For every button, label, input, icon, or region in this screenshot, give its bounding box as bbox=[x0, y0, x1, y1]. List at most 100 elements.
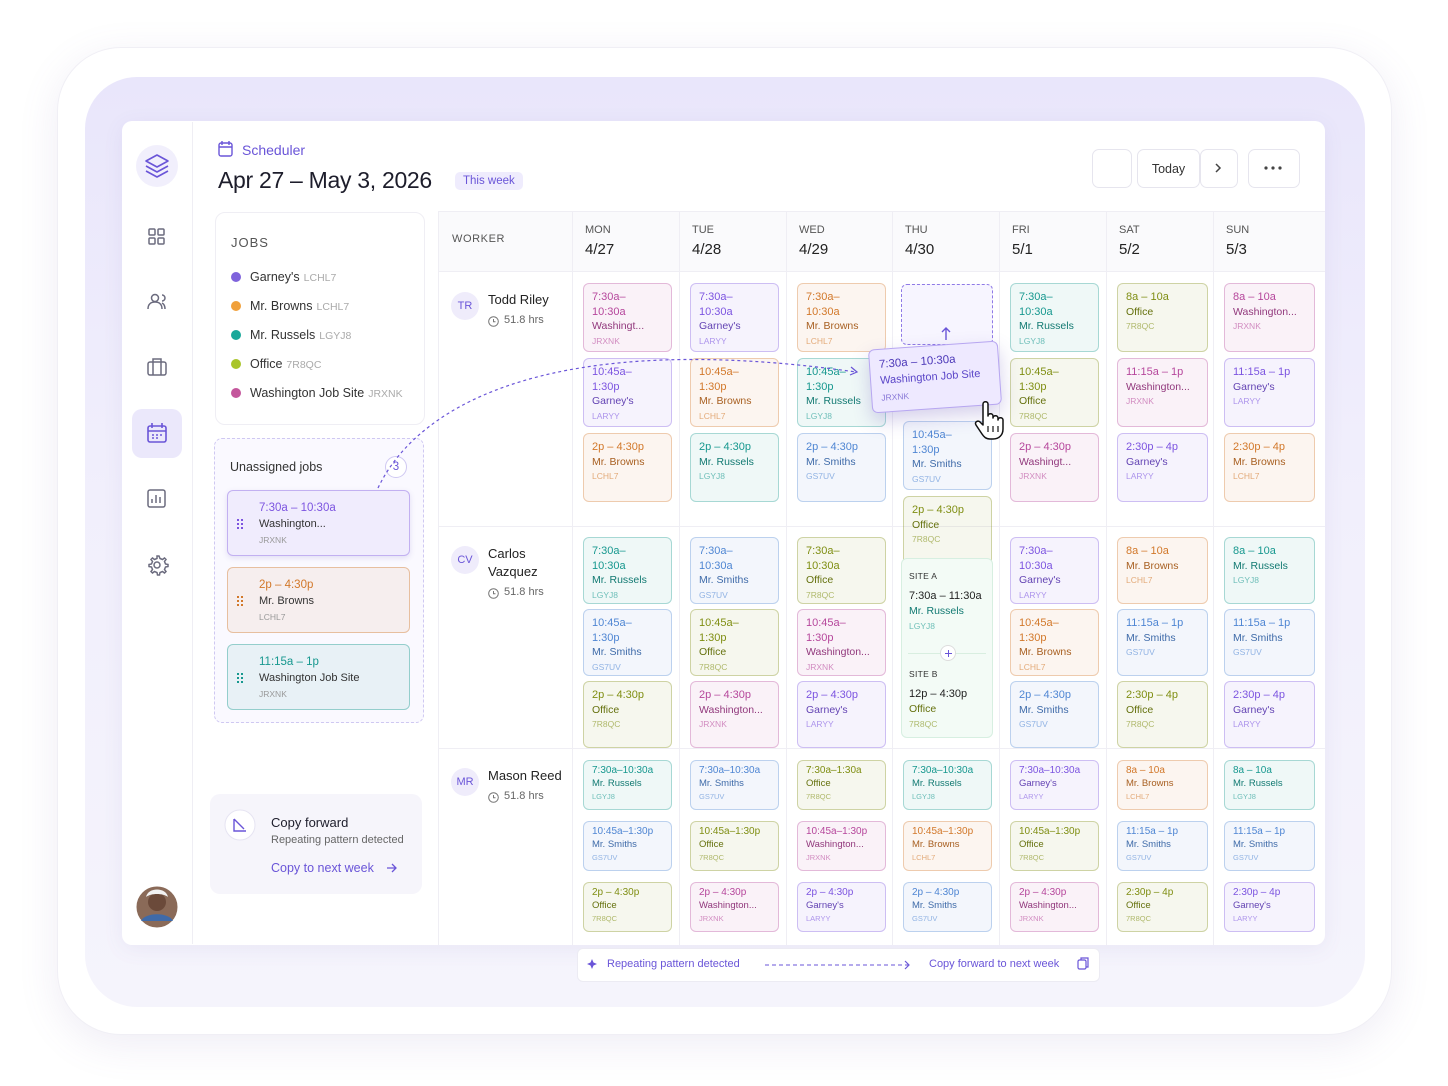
job-card[interactable]: 11:15a – 1p Washington... JRXNK bbox=[1117, 358, 1208, 427]
job-card[interactable]: 2p – 4:30p Garney's LARYY bbox=[797, 681, 886, 748]
job-card[interactable]: 7:30a–1:30a Office 7R8QC bbox=[797, 760, 886, 810]
day-date: 5/3 bbox=[1226, 241, 1247, 258]
add-site[interactable] bbox=[940, 645, 956, 661]
copy-forward-link[interactable]: Copy to next week bbox=[271, 861, 374, 875]
handle-dot bbox=[241, 673, 243, 675]
job-card[interactable]: 10:45a–1:30p Office 7R8QC bbox=[690, 821, 779, 871]
drag-path bbox=[377, 358, 857, 489]
job-card[interactable]: 8a – 10a Mr. Russels LGYJ8 bbox=[1224, 760, 1315, 810]
job-card[interactable]: 7:30a–10:30a Mr. Russels LGYJ8 bbox=[583, 760, 672, 810]
job-card[interactable]: 11:15a – 1p Garney's LARYY bbox=[1224, 358, 1315, 427]
job-card[interactable]: 8a – 10a Mr. Russels LGYJ8 bbox=[1224, 537, 1315, 604]
nav-icons[interactable] bbox=[147, 228, 169, 576]
job-card[interactable]: 7:30a–10:30a Garney's LARYY bbox=[1010, 537, 1099, 604]
card-time: 8a – 10a bbox=[1126, 545, 1169, 557]
job-card[interactable]: 11:15a – 1p Mr. Smiths GS7UV bbox=[1117, 821, 1208, 871]
prev-button[interactable] bbox=[1092, 149, 1132, 188]
job-card[interactable]: 8a – 10a Mr. Browns LCHL7 bbox=[1117, 760, 1208, 810]
job-card[interactable]: 10:45a–1:30p Mr. Smiths GS7UV bbox=[583, 609, 672, 676]
job-card[interactable]: 10:45a–1:30p Washington... JRXNK bbox=[797, 821, 886, 871]
job-card[interactable]: 2p – 4:30p Mr. Russels LGYJ8 bbox=[690, 433, 779, 502]
job-card[interactable]: 7:30a–10:30a Washingt... JRXNK bbox=[583, 283, 672, 352]
job-card[interactable]: 10:45a–1:30p Mr. Browns LCHL7 bbox=[1010, 609, 1099, 676]
unassigned-card[interactable]: 11:15a – 1p Washington Job Site JRXNK bbox=[227, 644, 410, 710]
unassigned-card[interactable]: 7:30a – 10:30a Washington... JRXNK bbox=[227, 490, 410, 556]
job-card[interactable]: 7:30a–10:30a Mr. Russels LGYJ8 bbox=[583, 537, 672, 604]
job-card[interactable]: 11:15a – 1p Mr. Smiths GS7UV bbox=[1224, 609, 1315, 676]
day-name: FRI bbox=[1012, 224, 1030, 236]
job-card[interactable]: 2:30p – 4p Mr. Browns LCHL7 bbox=[1224, 433, 1315, 502]
job-card[interactable]: 2p – 4:30p Washington... JRXNK bbox=[1010, 882, 1099, 932]
job-card[interactable]: 2p – 4:30p Mr. Smiths GS7UV bbox=[903, 882, 992, 932]
job-card[interactable]: 10:45a–1:30p Mr. Smiths GS7UV bbox=[903, 421, 992, 490]
card-name: Washington... bbox=[699, 900, 757, 911]
job-card[interactable]: 7:30a–10:30a Garney's LARYY bbox=[690, 283, 779, 352]
job-card[interactable]: 2:30p – 4p Office 7R8QC bbox=[1117, 882, 1208, 932]
job-card[interactable]: 7:30a–10:30a Garney's LARYY bbox=[1010, 760, 1099, 810]
card-code: GS7UV bbox=[1019, 719, 1048, 729]
job-card[interactable]: 10:45a–1:30p Mr. Browns LCHL7 bbox=[903, 821, 992, 871]
next-button[interactable] bbox=[1200, 149, 1238, 188]
job-card[interactable]: 10:45a–1:30p Mr. Browns LCHL7 bbox=[690, 358, 779, 427]
job-card[interactable]: 2:30p – 4p Garney's LARYY bbox=[1117, 433, 1208, 502]
job-card[interactable]: 2p – 4:30p Garney's LARYY bbox=[797, 882, 886, 932]
card-time: 2:30p – 4p bbox=[1233, 441, 1285, 453]
card-name: Mr. Smiths bbox=[806, 455, 856, 468]
job-card[interactable]: 2p – 4:30p Washingt... JRXNK bbox=[1010, 433, 1099, 502]
job-card[interactable]: 10:45a–1:30p Garney's LARYY bbox=[583, 358, 672, 427]
card-code: JRXNK bbox=[259, 535, 287, 545]
drag-handle bbox=[237, 596, 243, 606]
multi-site-card[interactable]: SITE A 7:30a – 11:30a Mr. Russels LGYJ8 SITE… bbox=[901, 558, 993, 738]
job-card[interactable]: 8a – 10a Washington... JRXNK bbox=[1224, 283, 1315, 352]
job-card[interactable]: 10:45a–1:30p Office 7R8QC bbox=[690, 609, 779, 676]
card-code: JRXNK bbox=[806, 853, 831, 862]
card-time: 2p – 4:30p bbox=[806, 441, 858, 453]
worker-avatar: TR bbox=[451, 292, 479, 320]
job-card[interactable]: 7:30a–10:30a Office 7R8QC bbox=[797, 537, 886, 604]
nav-calendar[interactable] bbox=[147, 423, 167, 443]
job-card[interactable]: 8a – 10a Office 7R8QC bbox=[1117, 283, 1208, 352]
more-button[interactable] bbox=[1248, 149, 1300, 188]
handle-dot bbox=[237, 673, 239, 675]
card-code: LGYJ8 bbox=[1019, 335, 1045, 346]
job-card[interactable]: 2p – 4:30p Office 7R8QC bbox=[583, 681, 672, 748]
job-card[interactable]: 10:45a–1:30p Mr. Smiths GS7UV bbox=[583, 821, 672, 871]
card-time: 7:30a–10:30a bbox=[592, 765, 654, 776]
card-name: Office bbox=[1126, 703, 1154, 716]
job-card[interactable]: 10:45a–1:30p Office 7R8QC bbox=[1010, 358, 1099, 427]
job-card[interactable]: 2p – 4:30p Mr. Smiths GS7UV bbox=[1010, 681, 1099, 748]
job-card[interactable]: 2p – 4:30p Mr. Browns LCHL7 bbox=[583, 433, 672, 502]
card-name: Mr. Browns bbox=[912, 839, 960, 850]
job-card[interactable]: 8a – 10a Mr. Browns LCHL7 bbox=[1117, 537, 1208, 604]
unassigned-count: 3 bbox=[385, 456, 407, 478]
footer-action[interactable]: Copy forward to next week bbox=[929, 958, 1060, 970]
card-name: Mr. Russels bbox=[1019, 320, 1074, 332]
site-name: Office bbox=[909, 703, 937, 715]
job-card[interactable]: 7:30a–10:30a Mr. Smiths GS7UV bbox=[690, 537, 779, 604]
job-card[interactable]: 2:30p – 4p Garney's LARYY bbox=[1224, 681, 1315, 748]
card-time: 2p – 4:30p bbox=[806, 887, 854, 898]
card-code: GS7UV bbox=[1233, 647, 1262, 657]
job-card[interactable]: 2p – 4:30p Washington... JRXNK bbox=[690, 882, 779, 932]
drag-card[interactable]: 7:30a – 10:30a Washington Job Site JRXNK bbox=[867, 340, 1003, 414]
job-card[interactable]: 7:30a–10:30a Mr. Russels LGYJ8 bbox=[1010, 283, 1099, 352]
job-card[interactable]: 11:15a – 1p Mr. Smiths GS7UV bbox=[1117, 609, 1208, 676]
job-card[interactable]: 2:30p – 4p Office 7R8QC bbox=[1117, 681, 1208, 748]
job-card[interactable]: 2p – 4:30p Office 7R8QC bbox=[903, 496, 992, 565]
unassigned-card[interactable]: 2p – 4:30p Mr. Browns LCHL7 bbox=[227, 567, 410, 633]
job-card[interactable]: 10:45a–1:30p Office 7R8QC bbox=[1010, 821, 1099, 871]
job-card[interactable]: 11:15a – 1p Mr. Smiths GS7UV bbox=[1224, 821, 1315, 871]
job-card[interactable]: 7:30a–10:30a Mr. Browns LCHL7 bbox=[797, 283, 886, 352]
more-dots bbox=[1264, 166, 1282, 170]
job-card[interactable]: 7:30a–10:30a Mr. Smiths GS7UV bbox=[690, 760, 779, 810]
job-card[interactable]: 7:30a–10:30a Mr. Russels LGYJ8 bbox=[903, 760, 992, 810]
job-card[interactable]: 2p – 4:30p Mr. Smiths GS7UV bbox=[797, 433, 886, 502]
card-time: 10:45a–1:30p bbox=[699, 826, 761, 837]
card-code: LCHL7 bbox=[259, 612, 286, 622]
job-card[interactable]: 2p – 4:30p Washington... JRXNK bbox=[690, 681, 779, 748]
job-card[interactable]: 2p – 4:30p Office 7R8QC bbox=[583, 882, 672, 932]
today-button[interactable]: Today bbox=[1137, 149, 1200, 188]
job-card[interactable]: 2:30p – 4p Garney's LARYY bbox=[1224, 882, 1315, 932]
card-time: 7:30a–10:30a bbox=[1019, 765, 1081, 776]
job-card[interactable]: 10:45a–1:30p Washington... JRXNK bbox=[797, 609, 886, 676]
